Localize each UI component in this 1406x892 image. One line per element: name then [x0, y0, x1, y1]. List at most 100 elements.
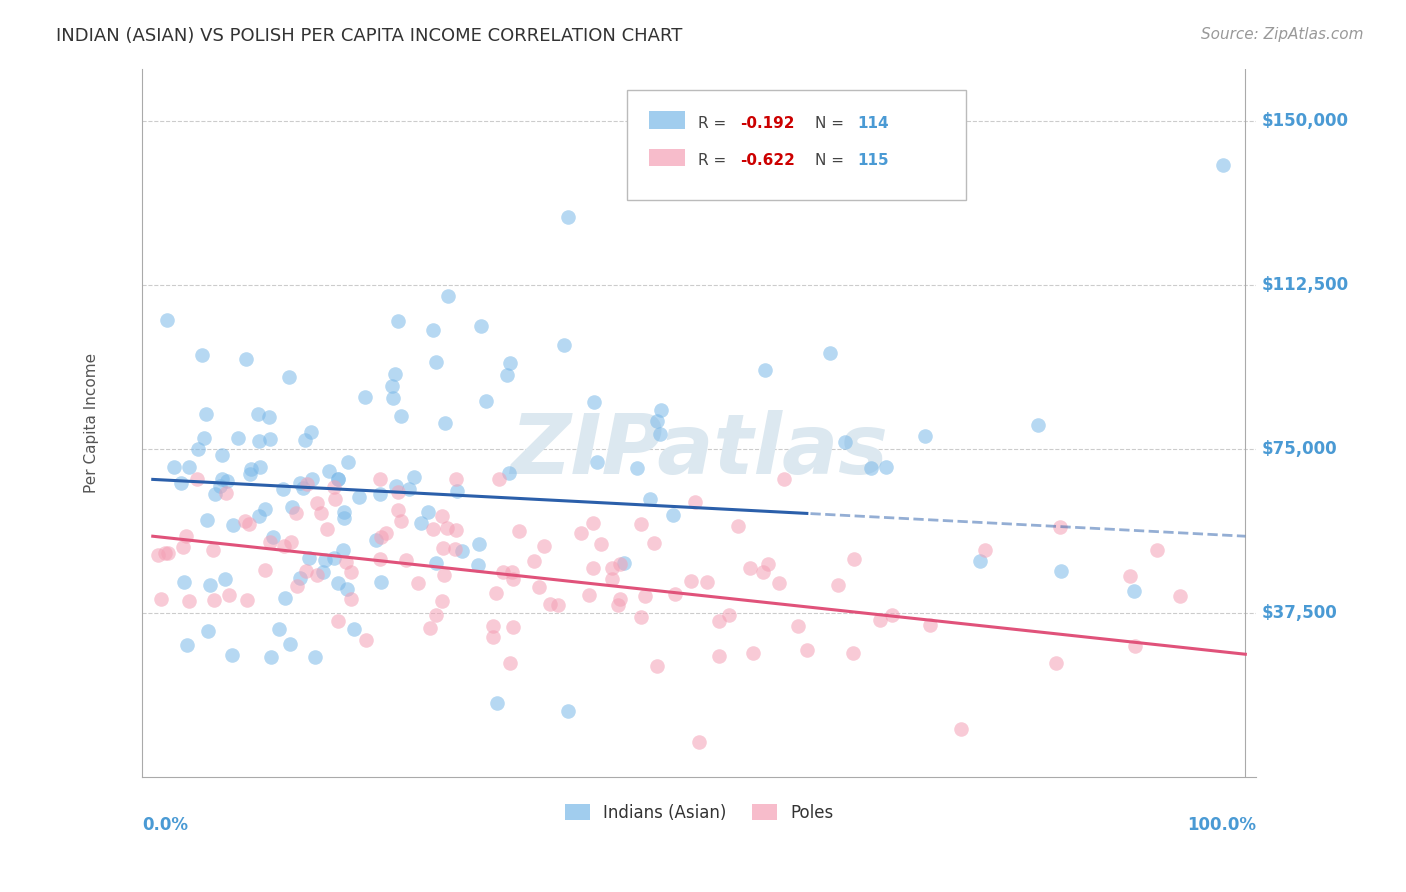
Point — [582, 395, 605, 409]
Point — [773, 472, 796, 486]
Point — [645, 414, 668, 428]
Text: 114: 114 — [858, 116, 889, 130]
Point — [446, 483, 468, 498]
Point — [202, 542, 225, 557]
Point — [197, 624, 219, 638]
Point — [204, 487, 226, 501]
Legend: Indians (Asian), Poles: Indians (Asian), Poles — [558, 797, 839, 829]
Text: N =: N = — [815, 116, 849, 130]
Point — [538, 597, 561, 611]
Point — [294, 434, 316, 448]
Point — [163, 459, 186, 474]
Point — [332, 543, 354, 558]
Point — [280, 535, 302, 549]
Point — [474, 394, 496, 409]
Point — [187, 442, 209, 457]
Point — [582, 560, 605, 574]
Point — [148, 548, 170, 562]
Point — [235, 351, 257, 366]
Point — [914, 428, 936, 442]
Point — [880, 608, 903, 623]
Point — [1212, 158, 1234, 172]
Point — [339, 565, 361, 579]
Point — [557, 704, 579, 718]
Point — [1123, 639, 1146, 653]
Point — [354, 632, 377, 647]
Point — [422, 523, 444, 537]
Point — [432, 541, 454, 556]
Point — [787, 619, 810, 633]
Point — [257, 410, 280, 425]
Point — [398, 483, 420, 497]
Point — [149, 591, 172, 606]
Text: 100.0%: 100.0% — [1187, 815, 1256, 833]
Point — [247, 434, 270, 448]
Point — [533, 539, 555, 553]
Point — [387, 484, 409, 499]
Point — [198, 578, 221, 592]
Point — [202, 593, 225, 607]
Point — [643, 536, 665, 550]
Point — [523, 554, 546, 568]
Point — [328, 472, 350, 486]
Point — [315, 522, 337, 536]
Point — [197, 513, 219, 527]
Point — [502, 620, 524, 634]
Point — [499, 657, 522, 671]
Text: Source: ZipAtlas.com: Source: ZipAtlas.com — [1201, 27, 1364, 42]
Point — [718, 607, 741, 622]
Point — [485, 696, 508, 710]
Point — [444, 472, 467, 486]
Point — [406, 575, 429, 590]
Point — [501, 565, 523, 579]
Point — [172, 540, 194, 554]
Point — [707, 648, 730, 663]
Point — [661, 508, 683, 522]
Point — [285, 579, 308, 593]
Point — [312, 565, 335, 579]
Point — [333, 505, 356, 519]
Point — [195, 407, 218, 421]
Point — [247, 407, 270, 421]
Point — [153, 546, 176, 560]
Point — [389, 409, 412, 423]
Point — [613, 556, 636, 570]
Point — [333, 510, 356, 524]
Point — [1045, 656, 1067, 670]
Point — [236, 592, 259, 607]
Point — [433, 416, 456, 430]
Point — [569, 526, 592, 541]
Point — [681, 574, 703, 589]
Text: INDIAN (ASIAN) VS POLISH PER CAPITA INCOME CORRELATION CHART: INDIAN (ASIAN) VS POLISH PER CAPITA INCO… — [56, 27, 683, 45]
Point — [375, 526, 398, 541]
Text: Per Capita Income: Per Capita Income — [84, 352, 100, 492]
Point — [323, 550, 346, 565]
Point — [585, 455, 607, 469]
Text: $150,000: $150,000 — [1261, 112, 1348, 130]
Point — [433, 568, 456, 582]
Point — [340, 591, 363, 606]
Point — [368, 552, 391, 566]
Point — [370, 530, 392, 544]
Point — [630, 610, 652, 624]
Point — [727, 518, 749, 533]
Point — [834, 434, 856, 449]
Point — [425, 556, 447, 570]
Point — [370, 574, 392, 589]
Point — [370, 472, 392, 486]
Point — [860, 461, 883, 475]
Point — [742, 646, 765, 660]
Point — [496, 368, 519, 382]
Point — [328, 472, 350, 486]
Point — [430, 508, 453, 523]
Point — [498, 466, 520, 480]
Point — [214, 572, 236, 586]
Point — [502, 572, 524, 586]
Point — [328, 576, 350, 591]
Point — [1026, 418, 1049, 433]
Point — [288, 476, 311, 491]
Point — [950, 722, 973, 736]
Point — [326, 614, 349, 628]
Point — [425, 355, 447, 369]
Point — [875, 459, 897, 474]
